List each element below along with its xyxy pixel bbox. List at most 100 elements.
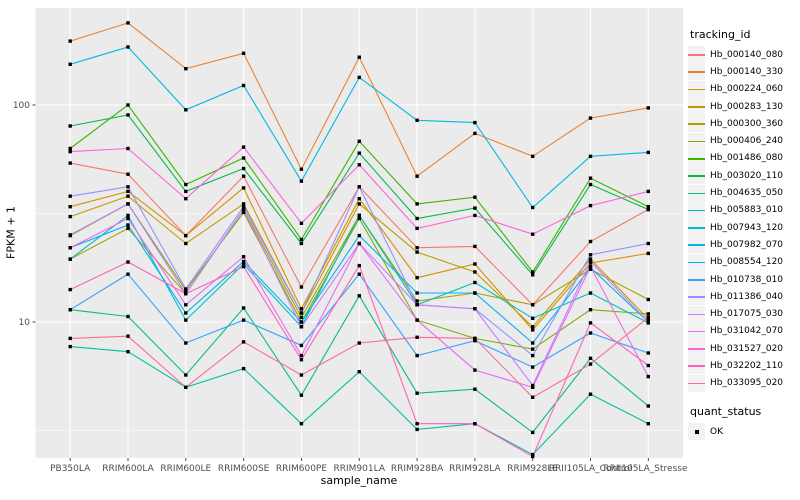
data-point [473,387,477,391]
legend-key-swatch [688,149,705,167]
data-point [299,221,304,225]
data-point [415,335,419,339]
legend-item-Hb_005883_010: Hb_005883_010 [688,201,800,219]
data-point [299,343,304,348]
legend-item-Hb_010738_010: Hb_010738_010 [688,271,800,288]
data-point [299,167,304,171]
data-point [588,154,593,158]
data-point [646,315,650,320]
legend: tracking_id Hb_000140_080 Hb_000140_330 Hb… [688,28,800,441]
legend-item-Hb_000224_060: Hb_000224_060 [688,80,800,98]
x-tick-label: RRII105LA_Stressed [603,464,688,474]
data-point [184,292,188,296]
data-point [357,202,361,206]
data-point [473,131,477,136]
legend-item-Hb_031042_070: Hb_031042_070 [688,322,800,340]
data-point [126,146,130,151]
data-point [68,308,72,312]
data-point [126,223,130,227]
legend-title-quant-status: quant_status [690,404,762,418]
data-point [126,194,130,198]
data-point [357,151,361,155]
data-point [531,452,535,457]
data-point [241,259,246,264]
data-point [184,241,188,246]
legend-key-swatch [688,46,705,64]
legend-label: Hb_031042_070 [710,326,784,337]
data-point [473,339,477,343]
data-point [646,205,650,209]
data-point [184,197,188,201]
legend-label: Hb_000140_330 [710,66,784,77]
legend-key-swatch [688,236,705,254]
data-point [241,51,246,55]
legend-label: Hb_032202_110 [710,360,784,371]
y-axis-title: FPKM + 1 [4,206,18,259]
data-point [184,182,188,187]
data-point [588,321,593,325]
x-tick-label: RRII105LA_Control [549,464,632,474]
data-point [415,427,419,432]
data-point [126,216,130,221]
data-point [646,106,650,110]
data-point [126,226,130,231]
data-point [68,194,72,198]
data-point [415,250,419,254]
legend-label: Hb_001486_080 [710,153,784,164]
x-tick-label: RRIM928LE [507,464,558,474]
legend-key-point [688,423,705,441]
data-point [357,294,361,298]
data-point [184,341,188,345]
data-point [473,244,477,249]
data-point [68,257,72,261]
data-point [473,307,477,311]
x-tick-label: RRIM928BA [391,464,444,474]
data-point [357,241,361,246]
legend-label: Hb_000224_060 [710,84,784,95]
data-point [357,216,361,221]
legend-label: OK [710,426,723,437]
legend-label: Hb_000300_360 [710,118,784,129]
data-point [299,320,304,324]
data-point [531,454,535,459]
data-point [299,179,304,183]
data-point [473,336,477,341]
x-tick-label: RRIM600LE [160,464,211,474]
data-point [68,161,72,165]
legend-key-swatch [688,115,705,133]
data-point [531,273,535,277]
legend-quant-items: OK [688,423,800,441]
legend-label: Hb_004635_050 [710,188,784,199]
legend-label: Hb_031527_020 [710,343,784,354]
data-point [531,341,535,345]
data-point [68,205,72,209]
data-point [473,280,477,285]
data-point [241,340,246,344]
data-point [646,351,650,355]
x-tick-label: RRIM928LA [449,464,501,474]
legend-tracking-items: Hb_000140_080 Hb_000140_330 Hb_000224_060 H… [688,46,800,392]
legend-key-swatch [688,374,705,392]
data-point [299,353,304,358]
data-point [415,353,419,358]
data-point [184,108,188,112]
x-axis-title: sample_name [320,474,398,487]
data-point [473,291,477,295]
data-point [126,334,130,338]
data-point [184,67,188,71]
data-point [299,325,304,329]
data-point [241,156,246,160]
data-point [588,264,593,269]
data-point [531,353,535,358]
data-point [241,166,246,171]
data-point [415,299,419,303]
data-point [531,365,535,369]
data-point [415,303,419,307]
legend-item-Hb_033095_020: Hb_033095_020 [688,374,800,392]
data-point [646,320,650,324]
data-point [126,314,130,319]
data-point [531,395,535,399]
legend-key-swatch [688,184,705,202]
data-point [68,146,72,151]
data-point [473,213,477,218]
